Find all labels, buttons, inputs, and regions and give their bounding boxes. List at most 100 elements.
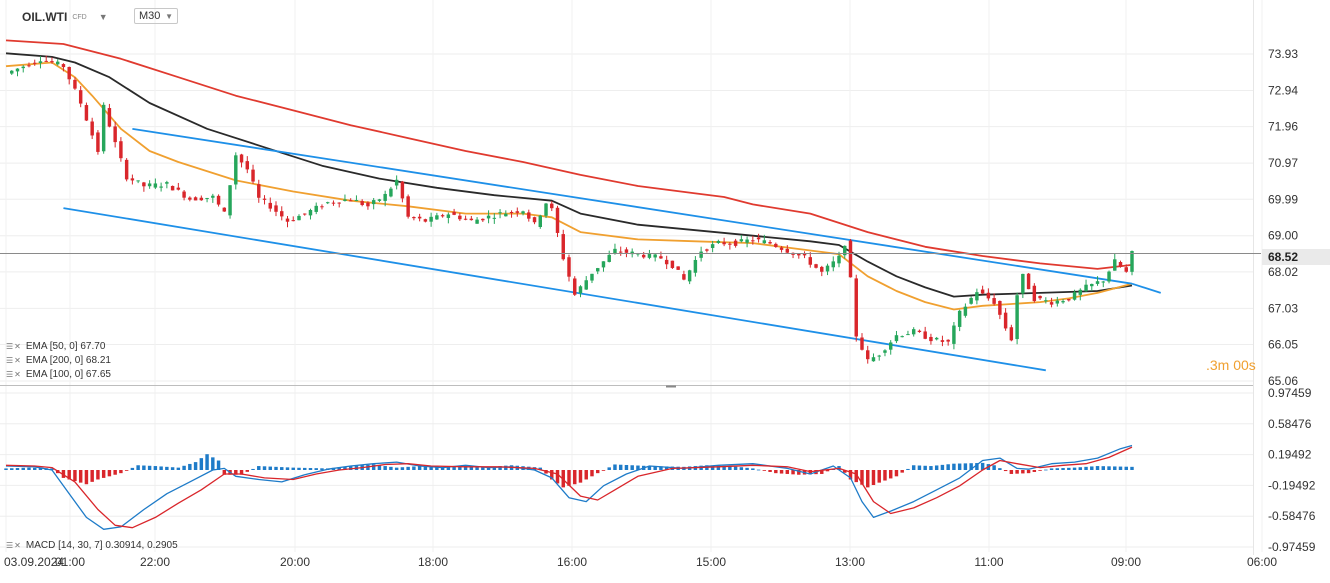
candle-body bbox=[1061, 301, 1065, 303]
current-price-label: 68.52 bbox=[1262, 249, 1330, 265]
candle-body bbox=[280, 211, 284, 217]
legend-ema-100[interactable]: ☰✕ EMA [100, 0] 67.65 bbox=[6, 369, 111, 380]
candle bbox=[607, 250, 611, 263]
y-tick-label: 69.99 bbox=[1268, 192, 1298, 206]
histogram-bar bbox=[975, 463, 979, 470]
histogram-bar bbox=[538, 467, 542, 470]
histogram-bar bbox=[211, 457, 215, 470]
candle bbox=[969, 296, 973, 305]
candle bbox=[532, 216, 537, 225]
candle-body bbox=[27, 65, 31, 67]
candle bbox=[596, 267, 600, 275]
candle bbox=[389, 186, 393, 198]
candle bbox=[980, 285, 985, 295]
candle bbox=[538, 214, 542, 229]
y-tick-label: 0.19492 bbox=[1268, 448, 1312, 462]
candle-body bbox=[96, 132, 100, 152]
candle-body bbox=[957, 310, 962, 327]
candle-body bbox=[314, 205, 318, 212]
legend-ema-200[interactable]: ☰✕ EMA [200, 0] 68.21 bbox=[6, 355, 111, 366]
candle-body bbox=[636, 253, 640, 255]
channel-line bbox=[1131, 282, 1161, 294]
candle bbox=[866, 345, 870, 364]
histogram-bar bbox=[33, 467, 37, 470]
candle-body bbox=[188, 197, 192, 200]
candle bbox=[957, 309, 962, 332]
candle bbox=[458, 213, 462, 221]
histogram-bar bbox=[371, 464, 376, 470]
timeframe-selector[interactable]: M30 ▼ bbox=[134, 8, 178, 24]
candle-body bbox=[228, 185, 232, 216]
candle-body bbox=[205, 197, 209, 199]
histogram-bar bbox=[567, 470, 571, 486]
candle-body bbox=[55, 61, 60, 65]
histogram-bar bbox=[429, 466, 433, 470]
legend-macd[interactable]: ☰✕ MACD [14, 30, 7] 0.30914, 0.2905 bbox=[6, 540, 178, 551]
legend-ema-50[interactable]: ☰✕ EMA [50, 0] 67.70 bbox=[6, 341, 105, 352]
histogram-bar bbox=[843, 470, 847, 473]
y-tick-label: 0.97459 bbox=[1268, 386, 1312, 400]
histogram-bar bbox=[992, 465, 996, 470]
histogram-bar bbox=[1021, 470, 1025, 474]
candle-body bbox=[894, 335, 899, 342]
histogram-bar bbox=[820, 470, 824, 474]
candle-body bbox=[119, 141, 123, 159]
candle-body bbox=[1101, 281, 1105, 283]
chevron-down-icon[interactable]: ▼ bbox=[165, 11, 173, 21]
candle-body bbox=[262, 198, 267, 200]
histogram-bar bbox=[618, 464, 623, 470]
candle-body bbox=[159, 186, 163, 188]
x-tick-label: 18:00 bbox=[418, 555, 448, 569]
histogram-bar bbox=[113, 470, 117, 475]
candle-body bbox=[337, 202, 341, 204]
histogram-bar bbox=[486, 466, 491, 470]
candle-body bbox=[699, 251, 703, 258]
candle-body bbox=[383, 193, 387, 201]
candle bbox=[687, 269, 692, 285]
candle bbox=[802, 251, 807, 259]
histogram-bar bbox=[1095, 466, 1100, 470]
candle bbox=[808, 252, 813, 268]
candle bbox=[446, 212, 451, 224]
candle-body bbox=[234, 155, 238, 185]
candle bbox=[423, 218, 428, 223]
candle-body bbox=[354, 200, 359, 202]
candle-body bbox=[1124, 267, 1128, 272]
candle bbox=[84, 102, 89, 122]
candle-body bbox=[917, 330, 922, 332]
signal-line bbox=[5, 446, 1133, 529]
candle bbox=[601, 261, 606, 272]
candle bbox=[297, 214, 301, 221]
candle bbox=[940, 335, 945, 347]
candle-body bbox=[193, 197, 198, 201]
candle-body bbox=[498, 212, 502, 214]
candle bbox=[274, 201, 278, 217]
candle bbox=[348, 198, 353, 202]
candle bbox=[463, 215, 468, 221]
instrument-type: CFD bbox=[72, 13, 87, 21]
candle bbox=[435, 212, 439, 220]
candle bbox=[394, 175, 399, 190]
histogram-bar bbox=[659, 466, 663, 470]
candle-body bbox=[848, 240, 853, 278]
candle bbox=[906, 330, 910, 336]
candle bbox=[975, 288, 979, 305]
candle bbox=[555, 205, 560, 238]
candle bbox=[440, 213, 445, 218]
settings-close-icon[interactable]: ☰✕ bbox=[6, 541, 22, 550]
histogram-bar bbox=[929, 466, 933, 470]
candle bbox=[831, 256, 835, 272]
candle-body bbox=[469, 218, 474, 221]
settings-close-icon[interactable]: ☰✕ bbox=[6, 356, 22, 365]
settings-close-icon[interactable]: ☰✕ bbox=[6, 342, 22, 351]
chevron-down-icon[interactable]: ▼ bbox=[98, 12, 108, 22]
symbol-selector[interactable]: OIL.WTI CFD ▼ bbox=[22, 8, 108, 26]
histogram-bar bbox=[998, 468, 1002, 470]
candle-body bbox=[578, 286, 583, 294]
histogram-bar bbox=[423, 466, 428, 470]
settings-close-icon[interactable]: ☰✕ bbox=[6, 370, 22, 379]
histogram-bar bbox=[67, 470, 71, 480]
candle bbox=[584, 276, 588, 290]
